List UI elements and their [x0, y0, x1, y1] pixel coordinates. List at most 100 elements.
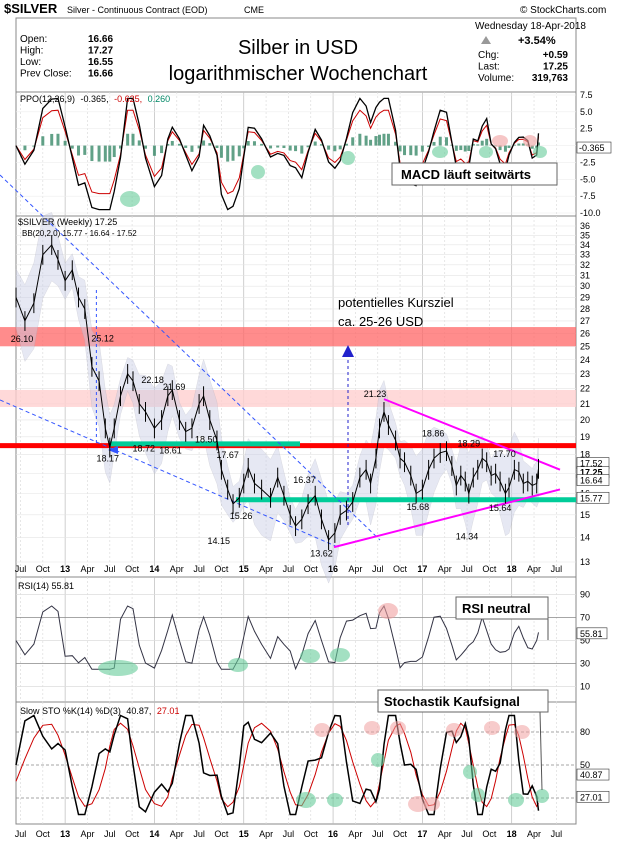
- price-point-label: 18.50: [195, 435, 218, 445]
- price-tick-label: 21: [580, 399, 590, 409]
- ppo-legend-v3: 0.260: [148, 94, 171, 104]
- rsi-tick-label: 10: [580, 682, 590, 692]
- ohlc-value: 16.66: [88, 69, 113, 80]
- sto-tick-label: 80: [580, 727, 590, 737]
- price-point-label: 26.10: [11, 334, 34, 344]
- sto-legend-v1: 40.87,: [126, 706, 151, 716]
- ppo-tick-label: 2.5: [580, 124, 593, 134]
- rsi-highlight-red: [378, 603, 398, 619]
- x-tick-label: Oct: [36, 564, 51, 574]
- ppo-tick-label: -2.5: [580, 157, 596, 167]
- x-tick-label: 15: [239, 564, 249, 574]
- sto-highlight-red: [390, 721, 406, 735]
- price-point-label: 15.64: [489, 503, 512, 513]
- ppo-highlight: [533, 146, 547, 158]
- x-tick-label: Apr: [170, 829, 184, 839]
- chart-title-line1: Silber in USD: [238, 37, 358, 59]
- price-point-label: 21.23: [364, 389, 387, 399]
- triangle-upper: [383, 398, 561, 471]
- right-price-label: 17.52: [580, 459, 603, 469]
- ppo-highlight-red: [492, 135, 508, 147]
- x-tick-label: Apr: [348, 564, 362, 574]
- header-panel: [15, 17, 577, 93]
- stat-label: Volume:: [478, 73, 514, 84]
- price-tick-label: 25: [580, 341, 590, 351]
- axis-layer: Jul Jul Oct Oct 13 13 Apr Apr Jul Jul Oct Oct 14 14 Ap…: [15, 90, 612, 839]
- sto-panel: [15, 701, 577, 825]
- ppo-highlight: [479, 146, 493, 158]
- price-point-label: 15.26: [230, 511, 253, 521]
- price-tick-label: 20: [580, 415, 590, 425]
- sto-highlight-red: [484, 721, 500, 735]
- x-tick-label: 18: [507, 564, 517, 574]
- x-tick-label: Oct: [125, 829, 140, 839]
- x-tick-label: Oct: [393, 564, 408, 574]
- price-point-label: 13.62: [310, 549, 333, 559]
- ohlc-label: Low:: [20, 57, 41, 68]
- sto-highlight: [296, 792, 316, 808]
- ppo-line: [15, 97, 540, 211]
- ppo-annotation: MACD läuft seitwärts: [401, 167, 531, 182]
- rsi-last-tag: [576, 627, 608, 640]
- rsi-highlight: [300, 649, 320, 663]
- ppo-tick-label: -5.0: [580, 174, 596, 184]
- downtrend-line-2: [0, 399, 341, 549]
- change-pct: +3.54%: [518, 35, 556, 47]
- sto-highlight: [471, 788, 485, 802]
- x-tick-label: Jul: [15, 564, 27, 574]
- sto-d-tag: [576, 790, 610, 803]
- right-price-label: 17.25: [580, 468, 603, 478]
- x-tick-label: Oct: [304, 564, 319, 574]
- ohlc-value: 16.55: [88, 57, 113, 68]
- x-tick-label: Jul: [283, 829, 295, 839]
- price-point-label: 22.18: [141, 375, 164, 385]
- target-arrow-head: [342, 345, 354, 357]
- sto-annotation-box: [377, 689, 549, 713]
- sto-k-label: 40.87: [580, 770, 603, 780]
- x-tick-label: 15: [239, 829, 249, 839]
- x-tick-label: Jul: [193, 829, 205, 839]
- x-tick-label: Jul: [104, 564, 116, 574]
- x-tick-label: Jul: [15, 829, 27, 839]
- rsi-highlight: [228, 658, 248, 672]
- price-tick-label: 15: [580, 510, 590, 520]
- symbol: $SILVER: [4, 1, 58, 16]
- price-point-label: 17.70: [493, 449, 516, 459]
- x-tick-label: Apr: [438, 829, 452, 839]
- x-tick-label: 14: [149, 829, 159, 839]
- x-tick-label: 18: [507, 829, 517, 839]
- x-tick-label: 16: [328, 829, 338, 839]
- ohlc-value: 16.66: [88, 34, 113, 45]
- price-tick-label: 24: [580, 355, 590, 365]
- stat-value: 17.25: [543, 62, 568, 73]
- x-tick-label: Jul: [283, 564, 295, 574]
- bb-legend: BB(20,2.0) 15.77 - 16.64 - 17.52: [22, 229, 137, 238]
- ppo-highlight-red: [523, 135, 537, 147]
- sto-legend-prefix: Slow STO %K(14) %D(3): [20, 706, 121, 716]
- price-tick-label: 29: [580, 292, 590, 302]
- ppo-legend-prefix: PPO(12,26,9): [20, 94, 75, 104]
- x-tick-label: Apr: [527, 829, 541, 839]
- sto-tick-label: 50: [580, 760, 590, 770]
- x-tick-label: Oct: [482, 564, 497, 574]
- rsi-tick-label: 90: [580, 590, 590, 600]
- indicator-layer: [15, 97, 540, 816]
- price-tick-label: 30: [580, 281, 590, 291]
- ppo-legend-v1: -0.365,: [81, 94, 109, 104]
- price-tick-label: 14: [580, 533, 590, 543]
- x-tick-label: 17: [417, 829, 427, 839]
- ppo-last-tag: [576, 141, 612, 154]
- x-tick-label: 17: [417, 564, 427, 574]
- price-point-label: 14.34: [456, 532, 479, 542]
- trendlines-layer: [0, 174, 576, 549]
- target-zone: [0, 327, 576, 347]
- downtrend-line-1: [0, 174, 381, 541]
- ohlc-value: 17.27: [88, 46, 113, 57]
- price-tick-label: 34: [580, 240, 590, 250]
- ppo-annotation-box: [391, 162, 558, 186]
- sto-highlight: [371, 753, 385, 767]
- x-tick-label: Jul: [372, 829, 384, 839]
- price-tick-label: 23: [580, 369, 590, 379]
- price-tick-label: 26: [580, 328, 590, 338]
